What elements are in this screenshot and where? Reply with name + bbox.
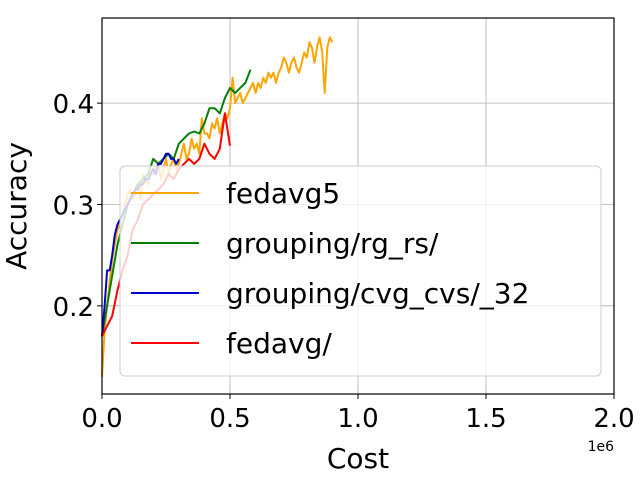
legend-label-grouping-cvg-cvs-32: grouping/cvg_cvs/_32 <box>226 277 529 310</box>
y-tick-label: 0.3 <box>53 191 94 221</box>
y-axis-label: Accuracy <box>0 142 33 270</box>
legend-label-fedavg5: fedavg5 <box>226 177 340 210</box>
legend-entries: fedavg5 grouping/rg_rs/grouping/cvg_cvs/_… <box>131 177 529 360</box>
x-tick-label: 1.5 <box>465 404 506 434</box>
legend-label-grouping-rg-rs: grouping/rg_rs/ <box>226 227 439 260</box>
y-tick-label: 0.4 <box>53 90 94 120</box>
x-tick-label: 0.5 <box>209 404 250 434</box>
legend: fedavg5 grouping/rg_rs/grouping/cvg_cvs/_… <box>119 165 602 377</box>
y-tick-label: 0.2 <box>53 293 94 323</box>
legend-label-fedavg: fedavg/ <box>226 327 332 360</box>
legend-box <box>119 165 602 377</box>
x-axis-label: Cost <box>327 442 389 475</box>
x-tick-label: 0.0 <box>81 404 122 434</box>
x-axis-offset-label: 1e6 <box>588 439 615 455</box>
x-tick-label: 1.0 <box>337 404 378 434</box>
x-tick-label: 2.0 <box>593 404 634 434</box>
ticks: 0.0 0.5 1.0 1.5 2.0 0.2 0.3 0.4 <box>53 90 635 434</box>
